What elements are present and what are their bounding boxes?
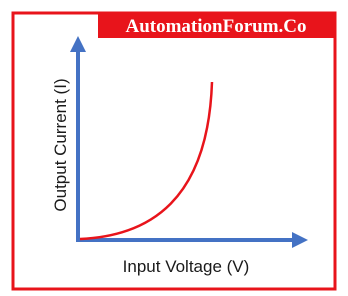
curve bbox=[79, 81, 214, 241]
frame bbox=[11, 11, 337, 291]
watermark-box bbox=[98, 14, 334, 38]
y-axis-arrow bbox=[70, 36, 86, 52]
y-axis-label: Output Current (I) bbox=[51, 78, 70, 211]
x-axis-label: Input Voltage (V) bbox=[123, 257, 250, 276]
watermark: AutomationForum.Co bbox=[125, 16, 306, 37]
x-axis-arrow bbox=[292, 232, 308, 248]
